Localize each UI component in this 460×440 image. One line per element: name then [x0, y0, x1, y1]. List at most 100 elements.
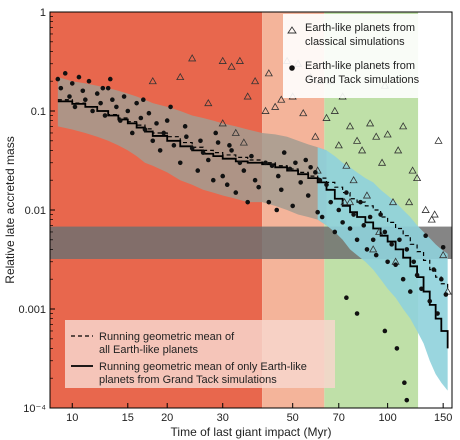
grandtack-point-77 — [385, 259, 390, 265]
grandtack-point-93 — [443, 292, 449, 297]
grandtack-point-51 — [275, 173, 281, 179]
classical-point-9 — [261, 106, 270, 114]
grandtack-point-20 — [129, 130, 135, 136]
grandtack-point-97 — [404, 397, 410, 403]
x-tick-label-3: 30 — [217, 412, 229, 424]
classical-point-27 — [349, 175, 358, 184]
grandtack-point-3 — [67, 94, 72, 99]
grandtack-point-59 — [317, 177, 323, 183]
x-tick-label-2: 20 — [161, 412, 173, 424]
x-tick-label-5: 70 — [333, 412, 345, 424]
grandtack-point-38 — [215, 140, 221, 145]
grandtack-point-18 — [121, 94, 127, 99]
grandtack-point-26 — [154, 121, 159, 126]
grandtack-point-89 — [431, 267, 437, 272]
x-tick-label-1: 15 — [122, 412, 134, 424]
y-tick-label-3: 0.001 — [18, 304, 46, 316]
grandtack-point-22 — [138, 115, 144, 121]
grandtack-point-100 — [100, 85, 106, 91]
grandtack-point-56 — [303, 157, 309, 163]
grandtack-point-95 — [394, 346, 400, 351]
classical-point-20 — [322, 113, 331, 121]
legend-bottom-label-1-1: planets from Grand Tack simulations — [99, 374, 277, 386]
grandtack-point-65 — [344, 190, 349, 195]
grandtack-point-34 — [195, 168, 201, 173]
grandtack-point-79 — [393, 262, 398, 268]
grandtack-point-103 — [168, 104, 173, 110]
grandtack-point-52 — [281, 150, 287, 155]
grandtack-point-60 — [324, 182, 329, 188]
grandtack-point-29 — [164, 118, 170, 123]
grandtack-point-70 — [361, 223, 367, 228]
grandtack-point-98 — [354, 311, 360, 316]
legend-top-box — [283, 14, 445, 98]
grandtack-point-58 — [313, 170, 318, 175]
classical-point-26 — [345, 122, 355, 130]
grandtack-point-24 — [146, 110, 152, 116]
grandtack-point-37 — [210, 177, 216, 183]
x-axis-label: Time of last giant impact (Myr) — [171, 425, 332, 439]
classical-point-11 — [271, 102, 280, 110]
classical-point-43 — [427, 215, 436, 223]
grandtack-point-44 — [241, 168, 247, 173]
classical-point-5 — [227, 62, 236, 70]
grandtack-point-64 — [340, 220, 345, 225]
classical-point-31 — [366, 119, 375, 127]
grandtack-point-82 — [404, 247, 410, 252]
grandtack-point-50 — [269, 163, 275, 169]
grandtack-point-87 — [423, 233, 428, 239]
grandtack-point-48 — [256, 184, 261, 190]
grandtack-point-90 — [435, 311, 440, 316]
classical-point-3 — [204, 98, 213, 107]
legend-top-label-0-1: classical simulations — [305, 36, 405, 48]
grandtack-point-19 — [125, 108, 131, 114]
classical-point-40 — [408, 166, 417, 174]
grandtack-point-25 — [150, 138, 156, 144]
grandtack-point-31 — [177, 160, 183, 166]
classical-point-22 — [330, 106, 339, 114]
y-tick-label-4: 10⁻⁴ — [23, 403, 46, 415]
grandtack-point-14 — [105, 85, 111, 91]
grandtack-point-69 — [358, 199, 363, 205]
classical-point-45 — [434, 136, 443, 144]
legend-top-label-0-0: Earth-like planets from — [305, 22, 415, 34]
legend-top-label-1-0: Earth-like planets from — [305, 60, 415, 72]
classical-point-2 — [188, 54, 197, 62]
grandtack-point-45 — [245, 199, 250, 205]
x-tick-label-0: 10 — [66, 412, 78, 424]
classical-point-10 — [264, 69, 273, 77]
grandtack-point-91 — [439, 276, 444, 282]
grandtack-point-46 — [249, 153, 254, 159]
classical-point-12 — [277, 95, 286, 103]
grandtack-point-11 — [94, 91, 100, 96]
classical-point-48 — [218, 119, 227, 127]
classical-point-41 — [413, 173, 422, 182]
grandtack-point-111 — [290, 203, 295, 209]
grandtack-point-67 — [351, 212, 356, 217]
grandtack-point-2 — [62, 71, 68, 76]
classical-point-32 — [372, 132, 381, 140]
grandtack-point-9 — [86, 78, 92, 84]
grandtack-point-99 — [344, 295, 349, 301]
classical-point-28 — [352, 136, 362, 144]
grandtack-point-1 — [58, 85, 64, 91]
legend-bottom-box — [65, 320, 335, 388]
grandtack-point-8 — [83, 97, 88, 103]
grandtack-point-10 — [90, 108, 95, 114]
grandtack-point-42 — [233, 190, 239, 195]
classical-point-7 — [243, 92, 252, 100]
grandtack-point-17 — [117, 118, 123, 123]
data-points — [55, 54, 452, 403]
grandtack-point-0 — [55, 76, 61, 82]
grandtack-point-106 — [213, 130, 219, 136]
grandtack-point-41 — [229, 148, 234, 153]
grandtack-point-33 — [189, 145, 195, 151]
grandtack-point-110 — [278, 187, 284, 193]
grandtack-point-66 — [347, 226, 353, 231]
classical-point-36 — [388, 197, 398, 206]
classical-point-37 — [394, 146, 403, 154]
grandtack-point-54 — [293, 160, 298, 166]
y-tick-label-0: 1 — [40, 7, 46, 19]
classical-point-4 — [218, 56, 227, 64]
